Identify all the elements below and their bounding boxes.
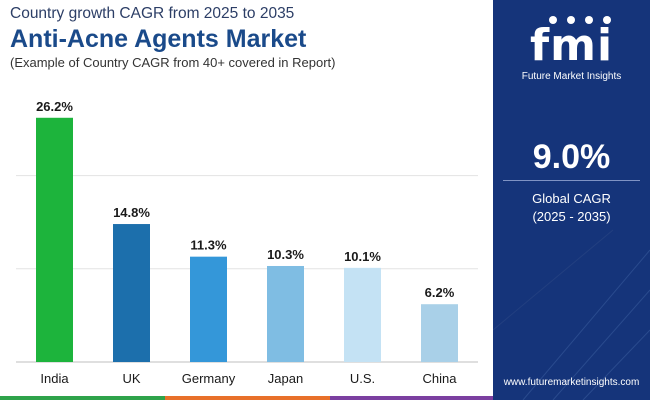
global-cagr-label: Global CAGR	[532, 191, 611, 206]
data-label: 26.2%	[36, 99, 73, 114]
data-label: 14.8%	[113, 205, 150, 220]
website-url[interactable]: www.futuremarketinsights.com	[503, 377, 640, 388]
divider	[503, 180, 640, 181]
chart-title: Anti-Acne Agents Market	[10, 25, 307, 53]
x-tick-label: Japan	[268, 371, 303, 386]
x-tick-label: U.S.	[350, 371, 375, 386]
footer-bar-orange	[165, 396, 330, 400]
x-tick-label: UK	[122, 371, 140, 386]
bar-uk	[113, 224, 150, 362]
decorative-lines	[493, 229, 650, 400]
bar-japan	[267, 265, 304, 362]
fmi-logo: fmi Future Market Insights	[493, 8, 650, 83]
logo-icons	[549, 16, 611, 24]
logo-text: Future Market Insights	[521, 71, 622, 82]
data-label: 10.1%	[344, 249, 381, 264]
x-tick-label: China	[423, 371, 458, 386]
bar-china	[421, 304, 458, 362]
footer-bar-green	[0, 396, 165, 400]
chart-note: (Example of Country CAGR from 40+ covere…	[10, 55, 336, 70]
bar-germany	[190, 256, 227, 362]
bar-u-s	[344, 267, 381, 362]
global-cagr-value: 9.0%	[532, 138, 611, 176]
chart-subtitle: Country growth CAGR from 2025 to 2035	[10, 5, 295, 22]
chart-header: Country growth CAGR from 2025 to 2035 An…	[10, 4, 480, 71]
x-tick-label: Germany	[182, 371, 236, 386]
data-label: 10.3%	[267, 247, 304, 262]
bar-india	[36, 117, 73, 363]
logo-mark: fmi	[529, 20, 614, 71]
global-cagr-period: (2025 - 2035)	[532, 209, 611, 224]
x-tick-label: India	[40, 371, 69, 386]
bar-chart: 26.2% India 14.8% UK 11.3% Germany 10.3% Japan 1…	[16, 99, 478, 386]
sidebar-panel: fmi Future Market Insights 9.0% Global C…	[493, 0, 650, 400]
data-label: 11.3%	[190, 238, 227, 253]
footer-bar-purple	[330, 396, 493, 400]
data-label: 6.2%	[425, 285, 455, 300]
